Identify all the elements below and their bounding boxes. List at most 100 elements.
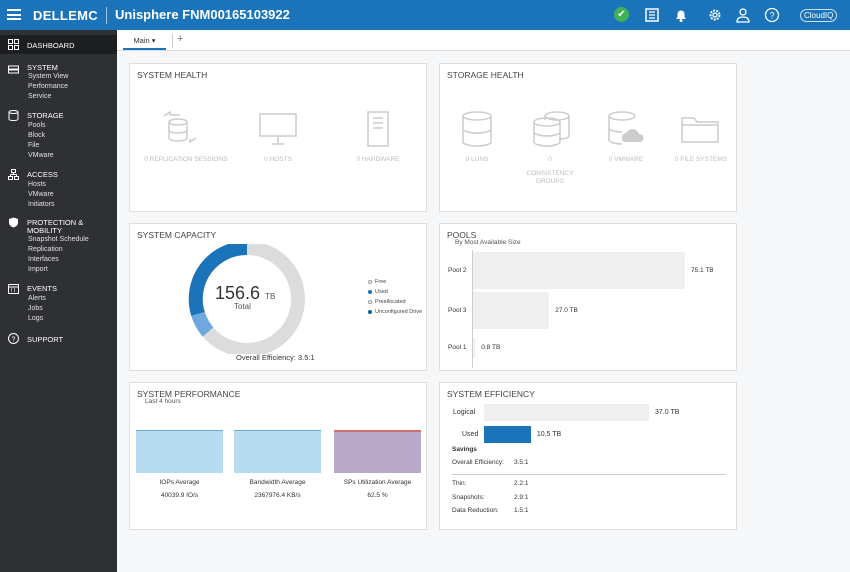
tab-bar: Main ▾ + xyxy=(117,30,850,51)
sidebar-section-protection-line2: MOBILITY xyxy=(27,226,63,235)
iops-value: 40039.9 IO/s xyxy=(160,492,199,499)
capacity-number: 156.6 xyxy=(215,283,261,303)
sidebar-item-interfaces[interactable]: Interfaces xyxy=(28,256,59,263)
sidebar-item-dashboard[interactable]: DASHBOARD xyxy=(0,35,117,54)
sidebar-item-service[interactable]: Service xyxy=(28,93,52,100)
sidebar-item-performance[interactable]: Performance xyxy=(28,83,69,90)
file-systems-label[interactable]: 0 FILE SYSTEMS xyxy=(674,156,728,163)
consistency-groups-label: CONSISTENCY xyxy=(526,170,574,177)
sidebar-item-vmware-storage[interactable]: VMware xyxy=(28,152,54,159)
sidebar-item-initiators[interactable]: Initiators xyxy=(28,201,55,208)
sidebar: DASHBOARD SYSTEM System View Performance… xyxy=(0,30,117,572)
luns-label[interactable]: 0 LUNS xyxy=(465,156,489,163)
sidebar-item-pools[interactable]: Pools xyxy=(28,122,46,129)
logical-label: Logical xyxy=(453,409,476,416)
sidebar-item-file[interactable]: File xyxy=(28,142,40,149)
bandwidth-chart[interactable] xyxy=(234,430,321,473)
monitor-icon xyxy=(259,113,297,145)
sp-utilization-chart[interactable] xyxy=(334,430,421,473)
used-value: 10.5 TB xyxy=(536,431,562,438)
sidebar-item-alerts[interactable]: Alerts xyxy=(28,295,46,302)
sidebar-item-block[interactable]: Block xyxy=(28,132,46,139)
top-bar: DELLEMC Unisphere FNM00165103922 ✔ ? Clo… xyxy=(0,0,850,30)
sidebar-section-access[interactable]: ACCESS xyxy=(27,170,58,179)
pool-name: Pool 2 xyxy=(448,266,467,274)
legend-label: Free xyxy=(375,279,387,285)
bell-icon[interactable] xyxy=(673,7,689,23)
cloudiq-logo[interactable]: CloudIQ xyxy=(800,9,838,22)
server-icon xyxy=(367,111,389,147)
pool-value: 75.1 TB xyxy=(691,266,714,274)
tab-main[interactable]: Main ▾ xyxy=(123,32,166,50)
sidebar-item-system-view[interactable]: System View xyxy=(28,73,69,80)
help-icon[interactable]: ? xyxy=(764,7,780,23)
thin-value: 2.2:1 xyxy=(514,480,529,487)
user-icon[interactable] xyxy=(735,7,751,23)
calendar-icon xyxy=(8,284,19,294)
legend-label: Preallocated xyxy=(375,299,406,305)
sidebar-item-logs[interactable]: Logs xyxy=(28,315,44,322)
snapshots-label: Snapshots: xyxy=(452,494,485,501)
add-tab-button[interactable]: + xyxy=(177,33,184,45)
pools-panel: POOLS By Most Available Size Pool 2 75.1 … xyxy=(439,223,737,371)
sidebar-item-jobs[interactable]: Jobs xyxy=(28,305,43,312)
health-ok-icon[interactable]: ✔ xyxy=(614,7,629,22)
sp-utilization-value: 62.5 % xyxy=(367,492,388,499)
pool-bar[interactable] xyxy=(473,292,550,329)
sidebar-item-label: DASHBOARD xyxy=(27,41,75,50)
pool-name: Pool 1 xyxy=(448,344,467,351)
sidebar-section-events[interactable]: EVENTS xyxy=(27,284,58,293)
sidebar-item-hosts[interactable]: Hosts xyxy=(28,181,46,188)
gear-icon[interactable] xyxy=(707,7,723,23)
sidebar-item-import[interactable]: Import xyxy=(28,266,48,273)
hosts-label[interactable]: 0 HOSTS xyxy=(264,156,292,163)
pool-bar[interactable] xyxy=(473,338,476,358)
app-title: Unisphere FNM00165103922 xyxy=(115,7,290,22)
iops-label: IOPs Average xyxy=(159,479,200,486)
sidebar-item-snapshot-schedule[interactable]: Snapshot Schedule xyxy=(28,236,89,243)
overall-efficiency-value: 3.5:1 xyxy=(514,459,529,466)
legend-free: Free xyxy=(368,279,386,285)
jobs-icon[interactable] xyxy=(644,7,660,23)
logical-value: 37.0 TB xyxy=(655,409,680,416)
used-bar[interactable] xyxy=(484,426,531,443)
overall-efficiency-label: Overall Efficiency: xyxy=(452,459,504,466)
bandwidth-value: 2367976.4 KB/s xyxy=(254,492,301,499)
legend-used: Used xyxy=(368,289,388,295)
overall-efficiency-text: Overall Efficiency: 3.5:1 xyxy=(236,353,315,362)
sidebar-section-support[interactable]: SUPPORT xyxy=(27,335,64,344)
vmware-label[interactable]: 0 VMWARE xyxy=(608,156,644,163)
panel-title: STORAGE HEALTH xyxy=(447,70,524,80)
sidebar-item-replication[interactable]: Replication xyxy=(28,246,63,253)
sidebar-section-storage[interactable]: STORAGE xyxy=(27,111,64,120)
storage-health-panel: STORAGE HEALTH 0 LUNS 0 CONSISTENCY GROU… xyxy=(439,63,737,212)
capacity-unit: TB xyxy=(265,292,276,301)
sidebar-section-protection[interactable]: PROTECTION & xyxy=(27,218,84,227)
storage-icon xyxy=(8,110,19,121)
capacity-total-value: 156.6 TB xyxy=(215,283,275,304)
sidebar-section-system[interactable]: SYSTEM xyxy=(27,63,58,72)
panel-subtitle: By Most Available Size xyxy=(455,239,521,246)
lun-icon xyxy=(462,111,492,147)
capacity-total-label: Total xyxy=(234,302,251,311)
replication-icon xyxy=(163,110,197,144)
panel-title: SYSTEM EFFICIENCY xyxy=(447,389,535,399)
pool-bar[interactable] xyxy=(473,252,685,289)
consistency-groups-count[interactable]: 0 xyxy=(548,156,552,163)
pool-value: 27.0 TB xyxy=(555,306,578,314)
legend-unconfigured: Unconfigured Drive xyxy=(368,309,422,315)
panel-subtitle: Last 4 hours xyxy=(145,398,181,405)
panel-title: SYSTEM PERFORMANCE xyxy=(137,389,241,399)
divider xyxy=(106,7,107,24)
iops-chart[interactable] xyxy=(136,430,223,473)
logical-bar[interactable] xyxy=(484,404,649,421)
divider xyxy=(452,474,726,475)
hardware-label[interactable]: 0 HARDWARE xyxy=(356,156,400,163)
data-reduction-value: 1.5:1 xyxy=(514,507,529,514)
sidebar-item-vmware-access[interactable]: VMware xyxy=(28,191,54,198)
capacity-donut-chart[interactable] xyxy=(187,244,307,354)
menu-icon[interactable] xyxy=(7,9,21,20)
divider xyxy=(172,34,173,48)
replication-sessions-label[interactable]: 0 REPLICATION SESSIONS xyxy=(144,156,228,163)
bandwidth-label: Bandwidth Average xyxy=(249,479,306,486)
